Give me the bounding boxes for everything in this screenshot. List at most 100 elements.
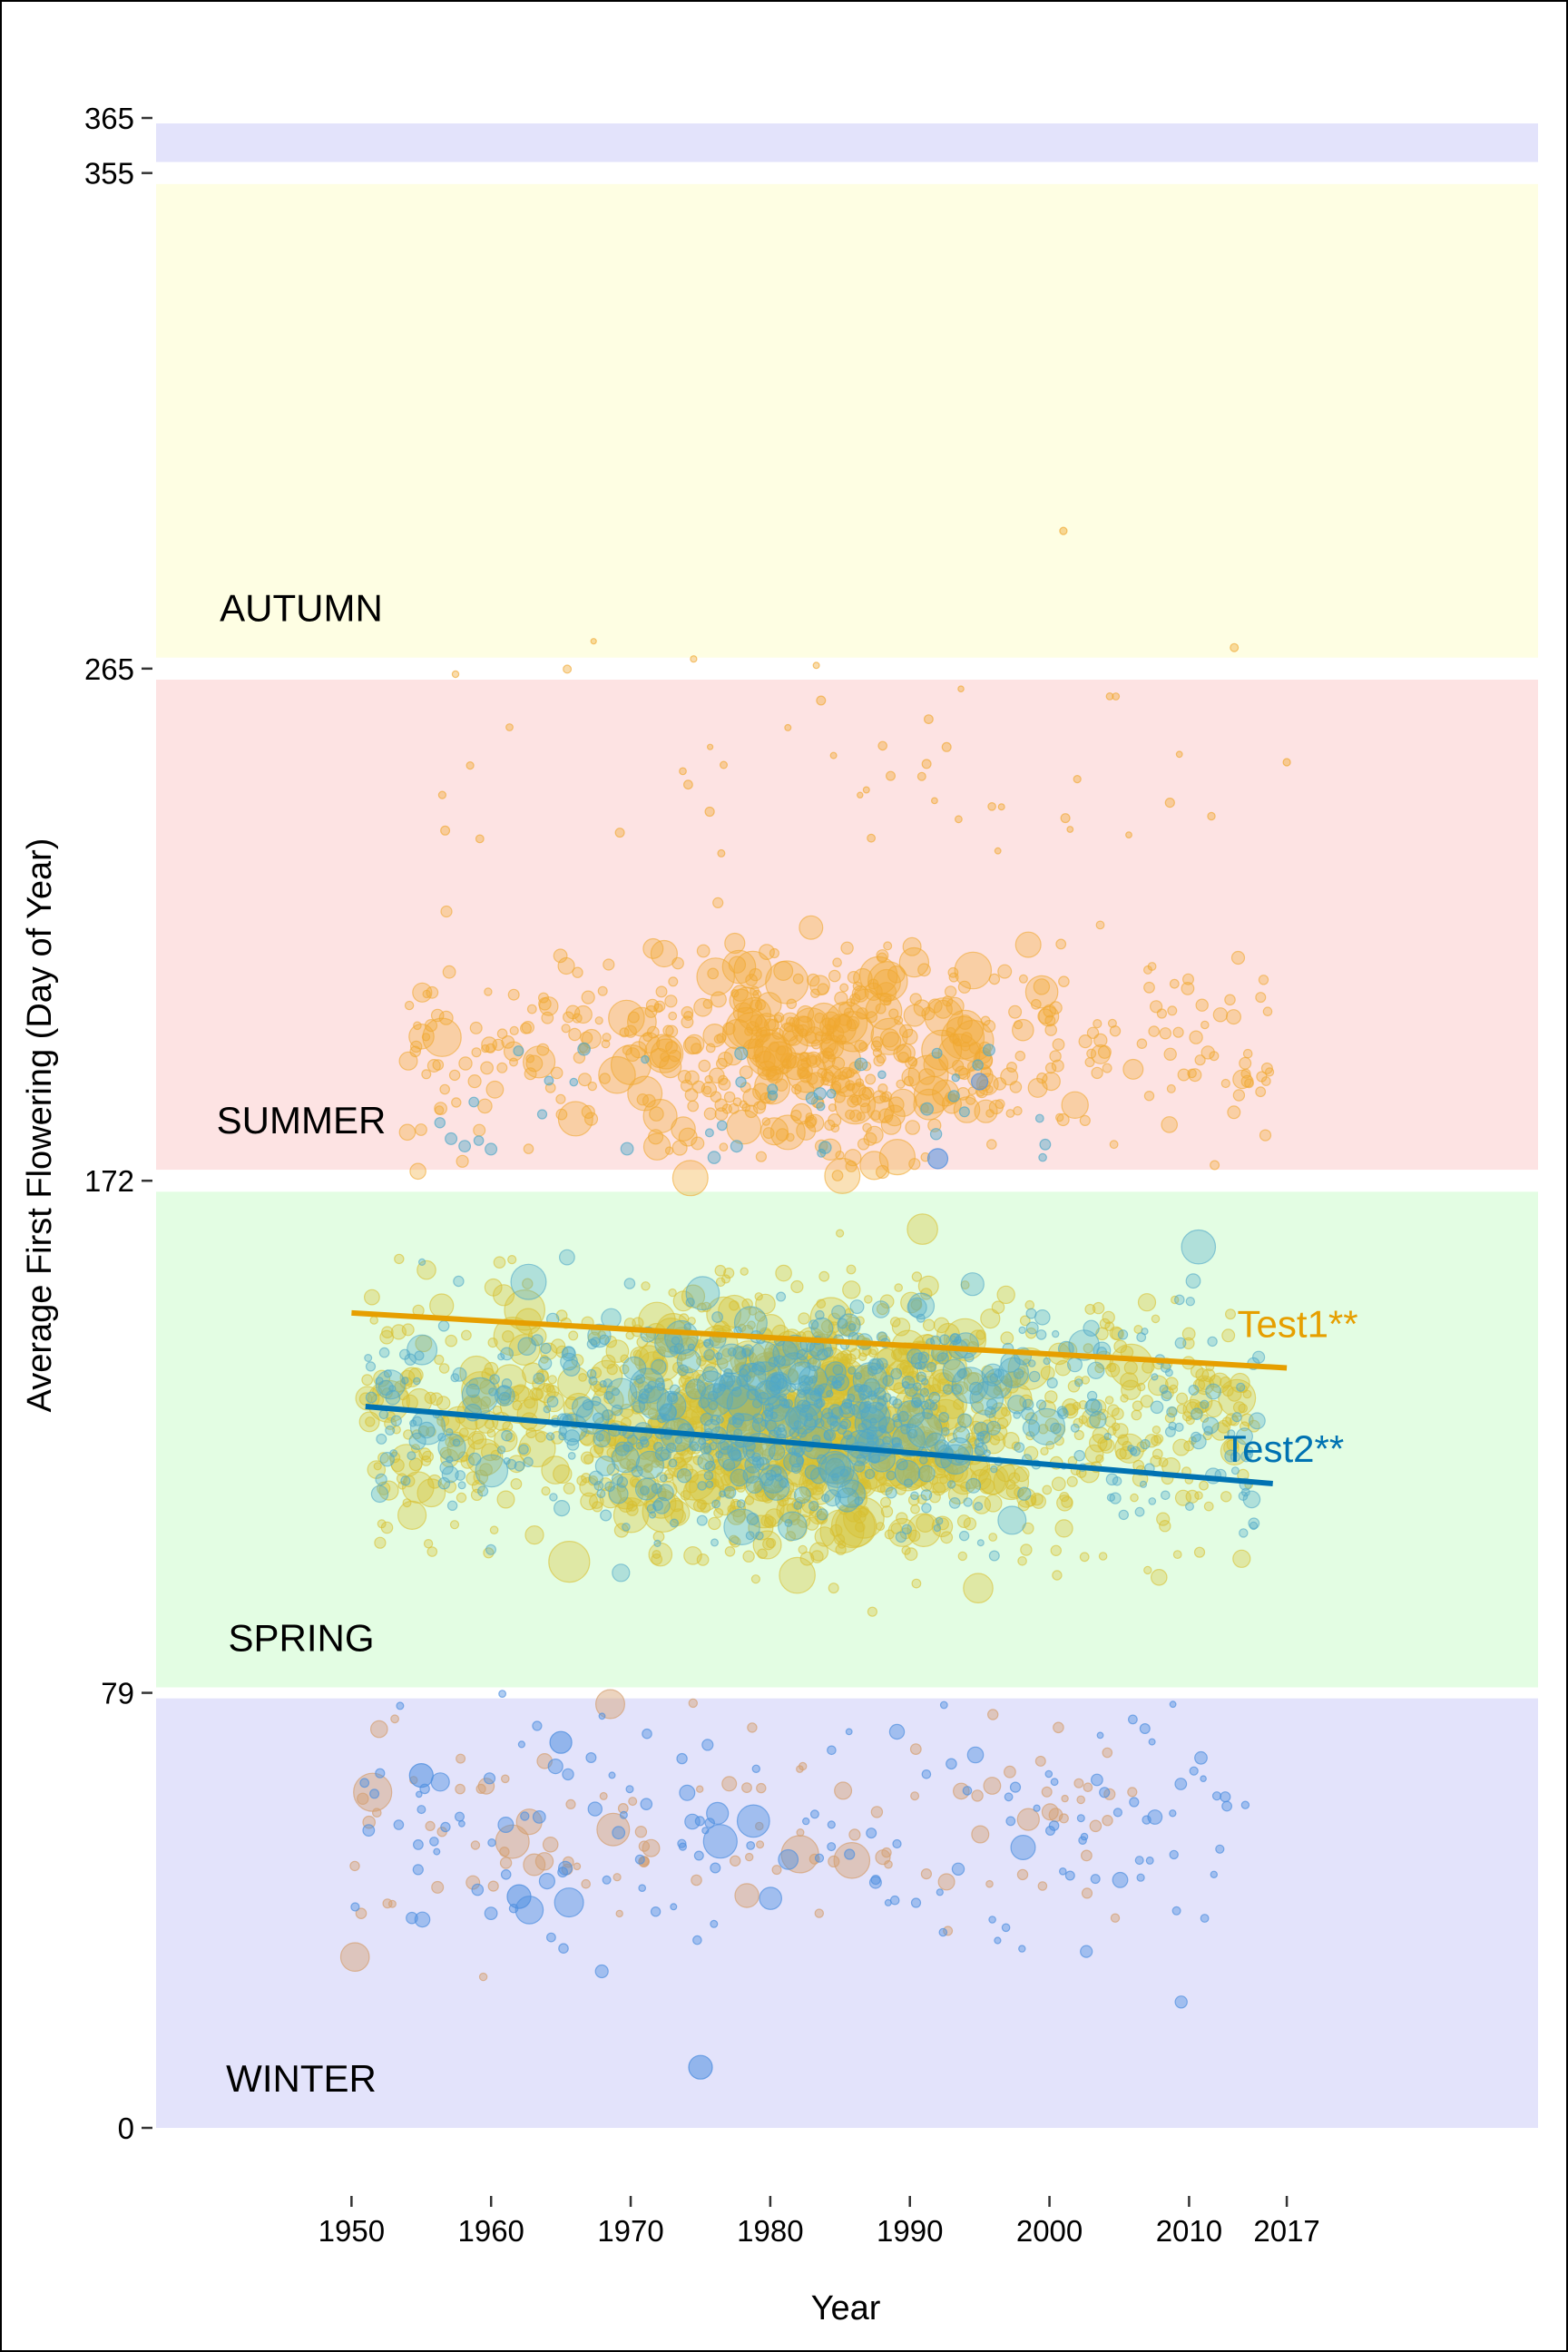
data-point	[763, 1474, 790, 1501]
data-point	[775, 1264, 792, 1282]
data-point	[1059, 1491, 1070, 1503]
season-labels: WINTER SPRING SUMMER AUTUMN	[217, 587, 387, 2100]
data-point	[611, 1473, 623, 1485]
series-label: Test1**	[1238, 1303, 1358, 1346]
data-point	[546, 1385, 560, 1398]
data-point	[827, 1745, 837, 1756]
data-point	[831, 1305, 847, 1320]
data-point	[1008, 1004, 1023, 1019]
data-point	[534, 1852, 554, 1871]
data-point	[1120, 1372, 1139, 1391]
data-point	[1145, 1856, 1154, 1865]
data-point	[736, 1499, 746, 1508]
data-point	[1041, 1786, 1053, 1798]
data-point	[960, 1272, 985, 1297]
data-point	[1090, 1399, 1107, 1416]
x-axis-label: Year	[811, 2289, 881, 2328]
data-point	[849, 993, 861, 1004]
data-point	[1227, 1105, 1241, 1120]
data-point	[1040, 1366, 1055, 1381]
data-point	[907, 1428, 918, 1439]
data-point	[760, 1514, 774, 1528]
data-point	[453, 1275, 465, 1288]
data-point	[692, 1935, 702, 1945]
data-point	[864, 1468, 876, 1480]
data-point	[708, 1400, 719, 1410]
data-point	[476, 1485, 489, 1497]
data-point	[901, 1380, 910, 1389]
data-point	[1248, 1412, 1266, 1430]
data-point	[448, 1069, 461, 1082]
data-point	[378, 1409, 389, 1420]
data-point	[509, 1025, 519, 1036]
data-point	[1152, 1448, 1163, 1460]
data-point	[1159, 1384, 1169, 1395]
data-point	[742, 1465, 760, 1485]
data-point	[974, 1421, 989, 1437]
data-point	[599, 1791, 608, 1800]
data-point	[532, 1809, 546, 1824]
data-point	[879, 1092, 890, 1102]
data-point	[918, 1455, 928, 1465]
data-point	[1050, 1778, 1059, 1787]
data-point	[858, 1384, 873, 1399]
data-point	[691, 1043, 702, 1054]
data-point	[1232, 1401, 1246, 1414]
data-point	[814, 1526, 836, 1547]
data-point	[587, 1801, 603, 1817]
data-point	[1172, 1438, 1191, 1456]
data-point	[484, 1906, 498, 1921]
data-point	[664, 995, 678, 1008]
data-point	[1131, 1409, 1142, 1421]
data-point	[914, 1362, 923, 1370]
data-point	[704, 806, 715, 818]
data-point	[484, 987, 493, 996]
data-point	[837, 1318, 848, 1329]
data-point	[926, 1361, 937, 1373]
data-point	[1203, 1426, 1213, 1436]
data-point	[1073, 1449, 1085, 1462]
data-point	[865, 1011, 878, 1024]
data-point	[964, 1352, 975, 1363]
data-point	[966, 1746, 985, 1764]
data-point	[501, 1429, 513, 1442]
data-point	[818, 1270, 830, 1282]
data-point	[834, 991, 848, 1005]
data-point	[1212, 1007, 1229, 1023]
data-point	[1087, 1361, 1105, 1380]
data-point	[416, 1805, 426, 1815]
data-point	[1184, 1502, 1194, 1512]
data-point	[520, 1811, 530, 1821]
y-tick-label: 79	[101, 1677, 134, 1710]
data-point	[438, 1010, 454, 1025]
data-point	[445, 1334, 457, 1348]
data-point	[1014, 1442, 1025, 1453]
data-point	[469, 1021, 483, 1034]
data-point	[1030, 1492, 1044, 1506]
data-point	[990, 1465, 998, 1474]
data-point	[885, 770, 896, 781]
data-point	[487, 1838, 496, 1847]
data-point	[1005, 1109, 1015, 1118]
data-point	[1142, 1815, 1152, 1825]
data-point	[896, 1512, 908, 1524]
data-point	[599, 1073, 611, 1084]
data-point	[1018, 1945, 1026, 1953]
data-point	[1161, 1490, 1171, 1501]
season-band	[156, 1698, 1538, 2128]
data-point	[449, 1520, 460, 1530]
data-point	[752, 1413, 764, 1425]
data-point	[1005, 1816, 1016, 1827]
data-point	[1148, 1738, 1156, 1746]
data-point	[523, 1143, 534, 1154]
data-point	[816, 1508, 828, 1521]
data-point	[1140, 1395, 1154, 1408]
data-point	[1151, 1373, 1159, 1381]
data-point	[669, 1384, 681, 1396]
data-point	[467, 1452, 482, 1466]
data-point	[694, 1816, 705, 1827]
data-point	[594, 1964, 609, 1979]
data-point	[1005, 1061, 1017, 1073]
data-point	[514, 1461, 525, 1472]
x-tick-label: 1990	[877, 2214, 943, 2248]
